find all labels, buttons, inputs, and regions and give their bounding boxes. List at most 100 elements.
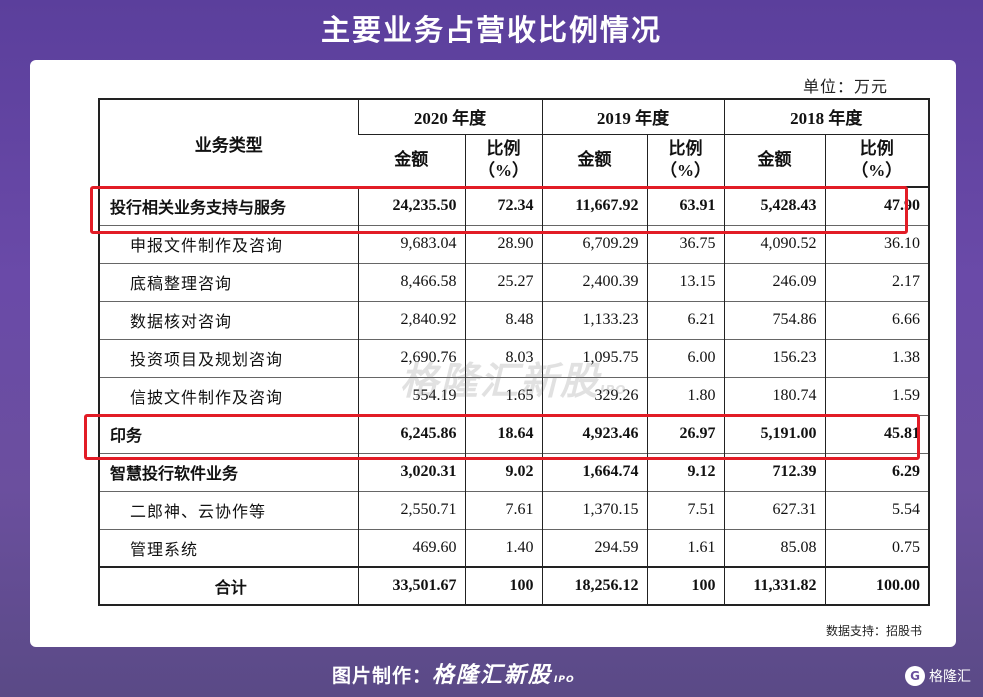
footer-label: 图片制作： <box>332 665 433 687</box>
cell-amount: 1,664.74 <box>541 452 647 491</box>
cell-amount: 712.39 <box>723 452 825 491</box>
table-row: 投资项目及规划咨询 2,690.76 8.03 1,095.75 6.00 15… <box>99 338 929 377</box>
header-ratio: 比例 （%） <box>824 134 929 187</box>
revenue-table: 业务类型 2020 年度 2019 年度 2018 年度 金额 比例 （%） 金额… <box>98 98 930 606</box>
row-label: 数据核对咨询 <box>99 300 358 339</box>
cell-ratio: 6.66 <box>824 300 929 339</box>
table-row: 管理系统 469.60 1.40 294.59 1.61 85.08 0.75 <box>99 528 929 567</box>
cell-amount: 754.86 <box>723 300 825 339</box>
cell-amount: 4,923.46 <box>541 414 647 453</box>
cell-ratio: 7.51 <box>646 490 724 529</box>
cell-amount: 294.59 <box>541 528 647 567</box>
cell-amount: 627.31 <box>723 490 825 529</box>
corner-brand: G 格隆汇 <box>905 664 971 688</box>
cell-ratio: 100 <box>464 566 542 605</box>
cell-amount: 2,550.71 <box>357 490 465 529</box>
row-label: 合计 <box>99 566 358 605</box>
footer-credit: 图片制作：格隆汇新股 IPO <box>332 660 575 692</box>
corner-brand-text: 格隆汇 <box>929 669 971 685</box>
cell-ratio: 6.00 <box>646 338 724 377</box>
cell-ratio: 8.48 <box>464 300 542 339</box>
cell-amount: 5,428.43 <box>723 186 825 225</box>
cell-amount: 554.19 <box>357 376 465 415</box>
table-row: 底稿整理咨询 8,466.58 25.27 2,400.39 13.15 246… <box>99 262 929 301</box>
cell-amount: 2,400.39 <box>541 262 647 301</box>
row-label: 管理系统 <box>99 528 358 567</box>
cell-ratio: 6.21 <box>646 300 724 339</box>
cell-amount: 18,256.12 <box>541 566 647 605</box>
header-ratio: 比例 （%） <box>646 134 724 187</box>
row-label: 信披文件制作及咨询 <box>99 376 358 415</box>
header-year-2018: 2018 年度 <box>723 99 929 135</box>
cell-amount: 24,235.50 <box>357 186 465 225</box>
cell-amount: 4,090.52 <box>723 224 825 263</box>
cell-ratio: 7.61 <box>464 490 542 529</box>
cell-ratio: 5.54 <box>824 490 929 529</box>
cell-amount: 1,370.15 <box>541 490 647 529</box>
table-row: 数据核对咨询 2,840.92 8.48 1,133.23 6.21 754.8… <box>99 300 929 339</box>
cell-ratio: 45.81 <box>824 414 929 453</box>
cell-amount: 85.08 <box>723 528 825 567</box>
cell-amount: 2,690.76 <box>357 338 465 377</box>
cell-ratio: 28.90 <box>464 224 542 263</box>
footer-brand-suffix: IPO <box>554 675 575 685</box>
table-row: 二郎神、云协作等 2,550.71 7.61 1,370.15 7.51 627… <box>99 490 929 529</box>
table-row: 智慧投行软件业务 3,020.31 9.02 1,664.74 9.12 712… <box>99 452 929 491</box>
cell-ratio: 6.29 <box>824 452 929 491</box>
cell-ratio: 1.80 <box>646 376 724 415</box>
table-card: 单位：万元 业务类型 2020 年度 2019 年度 2018 年度 金额 比例… <box>30 60 956 647</box>
cell-ratio: 100.00 <box>824 566 929 605</box>
cell-amount: 9,683.04 <box>357 224 465 263</box>
cell-ratio: 1.40 <box>464 528 542 567</box>
cell-ratio: 18.64 <box>464 414 542 453</box>
cell-ratio: 8.03 <box>464 338 542 377</box>
cell-amount: 2,840.92 <box>357 300 465 339</box>
cell-amount: 3,020.31 <box>357 452 465 491</box>
cell-ratio: 1.59 <box>824 376 929 415</box>
brand-logo-icon: G <box>905 666 925 686</box>
header-amount: 金额 <box>394 150 429 170</box>
cell-amount: 33,501.67 <box>357 566 465 605</box>
footer-brand: 格隆汇新股 <box>432 663 553 688</box>
cell-ratio: 1.38 <box>824 338 929 377</box>
cell-amount: 6,709.29 <box>541 224 647 263</box>
cell-ratio: 72.34 <box>464 186 542 225</box>
footer: 图片制作：格隆汇新股 IPO G 格隆汇 <box>0 660 983 692</box>
cell-ratio: 25.27 <box>464 262 542 301</box>
cell-amount: 5,191.00 <box>723 414 825 453</box>
cell-amount: 156.23 <box>723 338 825 377</box>
cell-amount: 469.60 <box>357 528 465 567</box>
table-row: 申报文件制作及咨询 9,683.04 28.90 6,709.29 36.75 … <box>99 224 929 263</box>
cell-amount: 8,466.58 <box>357 262 465 301</box>
cell-ratio: 2.17 <box>824 262 929 301</box>
table-row-total: 合计 33,501.67 100 18,256.12 100 11,331.82… <box>99 566 929 605</box>
cell-ratio: 36.10 <box>824 224 929 263</box>
cell-amount: 1,095.75 <box>541 338 647 377</box>
cell-ratio: 9.02 <box>464 452 542 491</box>
cell-ratio: 100 <box>646 566 724 605</box>
unit-label: 单位：万元 <box>802 79 888 96</box>
row-label: 智慧投行软件业务 <box>99 452 358 491</box>
table-row: 投行相关业务支持与服务 24,235.50 72.34 11,667.92 63… <box>99 186 929 225</box>
cell-amount: 11,667.92 <box>541 186 647 225</box>
cell-ratio: 1.61 <box>646 528 724 567</box>
header-year-2019: 2019 年度 <box>541 99 724 135</box>
cell-amount: 246.09 <box>723 262 825 301</box>
cell-amount: 6,245.86 <box>357 414 465 453</box>
table-row: 信披文件制作及咨询 554.19 1.65 329.26 1.80 180.74… <box>99 376 929 415</box>
cell-ratio: 0.75 <box>824 528 929 567</box>
header-amount: 金额 <box>541 134 647 187</box>
cell-ratio: 13.15 <box>646 262 724 301</box>
row-label: 投行相关业务支持与服务 <box>99 186 358 225</box>
header-amount: 金额 <box>723 134 825 187</box>
row-label: 印务 <box>99 414 358 453</box>
cell-amount: 180.74 <box>723 376 825 415</box>
cell-ratio: 36.75 <box>646 224 724 263</box>
row-label: 二郎神、云协作等 <box>99 490 358 529</box>
row-label: 底稿整理咨询 <box>99 262 358 301</box>
row-label: 投资项目及规划咨询 <box>99 338 358 377</box>
cell-ratio: 47.90 <box>824 186 929 225</box>
header-business-type: 业务类型 <box>194 135 263 155</box>
cell-ratio: 9.12 <box>646 452 724 491</box>
cell-amount: 1,133.23 <box>541 300 647 339</box>
